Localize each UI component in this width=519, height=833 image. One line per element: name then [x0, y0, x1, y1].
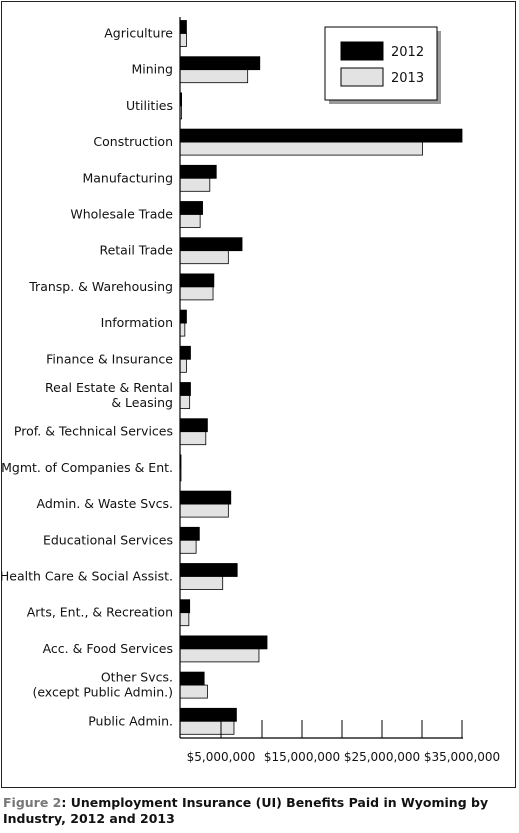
- bar-2013-17: [179, 648, 260, 663]
- bar-2013-1: [179, 69, 249, 84]
- category-label-0: Agriculture: [104, 26, 173, 41]
- figure-caption: Figure 2: Unemployment Insurance (UI) Be…: [3, 795, 513, 827]
- x-tick-label-0: $5,000,000: [187, 750, 256, 764]
- category-label-14: Educational Services: [43, 532, 173, 547]
- bar-2013-13: [179, 503, 229, 518]
- bar-2012-10: [179, 382, 191, 396]
- bar-2013-14: [179, 539, 197, 554]
- category-label-6: Retail Trade: [99, 243, 173, 258]
- bar-2012-4: [179, 164, 217, 179]
- bar-2012-9: [179, 345, 191, 360]
- category-label-8: Information: [101, 315, 173, 330]
- x-tick-label-1: $15,000,000: [264, 750, 340, 764]
- figure-frame: [1, 1, 516, 788]
- bar-2013-8: [179, 322, 186, 337]
- chart-svg: Agriculture Mining Utilities Construction Ma…: [0, 17, 500, 764]
- category-label-15: Health Care & Social Assist.: [0, 569, 173, 584]
- bar-2012-15: [179, 563, 238, 577]
- x-tick-label-3: $35,000,000: [424, 750, 500, 764]
- category-label-2: Utilities: [126, 98, 173, 113]
- bar-2012-0: [179, 20, 187, 34]
- x-tick-label-2: $25,000,000: [344, 750, 420, 764]
- bar-2012-3: [179, 128, 463, 143]
- legend-box: [324, 26, 438, 101]
- category-label-1: Mining: [131, 62, 173, 77]
- bar-2013-11: [179, 431, 207, 446]
- category-label-3: Construction: [93, 134, 173, 149]
- legend-swatch-2012: [340, 41, 384, 61]
- category-label-10: Real Estate & Rental & Leasing: [45, 380, 173, 410]
- bar-2013-15: [179, 576, 224, 590]
- category-label-11: Prof. & Technical Services: [14, 424, 173, 439]
- bar-2012-8: [179, 309, 187, 324]
- bar-2013-5: [179, 214, 201, 228]
- category-label-19: Public Admin.: [88, 713, 173, 728]
- x-axis-ticks: $5,000,000 $15,000,000 $25,000,000 $35,000,…: [187, 720, 500, 764]
- category-label-line: & Leasing: [111, 395, 173, 410]
- category-label-5: Wholesale Trade: [70, 207, 173, 222]
- category-label-9: Finance & Insurance: [46, 351, 173, 366]
- figure-label: Figure 2: [3, 795, 62, 810]
- legend-swatch-2013: [340, 67, 384, 87]
- bar-2013-10: [179, 395, 191, 409]
- bar-2012-14: [179, 526, 200, 541]
- bar-2013-3: [179, 141, 423, 156]
- category-label-7: Transp. & Warehousing: [28, 279, 173, 294]
- category-labels: Agriculture Mining Utilities Construction Ma…: [0, 26, 173, 729]
- bar-2013-4: [179, 177, 211, 192]
- caption-text: : Unemployment Insurance (UI) Benefits P…: [3, 795, 489, 826]
- bar-2012-18: [179, 671, 205, 686]
- bar-2012-1: [179, 56, 261, 71]
- category-label-12: Mgmt. of Companies & Ent.: [1, 460, 173, 475]
- legend-label-2012: 2012: [391, 45, 424, 60]
- legend: 2012 2013: [324, 26, 441, 104]
- legend-label-2013: 2013: [391, 71, 424, 86]
- bar-2012-13: [179, 490, 232, 505]
- category-label-line: (except Public Admin.): [32, 685, 173, 700]
- bar-2012-19: [179, 707, 237, 722]
- bar-2012-6: [179, 237, 243, 252]
- bar-2013-19: [179, 720, 235, 735]
- bar-2013-7: [179, 286, 214, 301]
- bar-2012-11: [179, 418, 208, 433]
- category-label-line: Real Estate & Rental: [45, 380, 173, 395]
- bar-2012-5: [179, 201, 203, 215]
- category-label-4: Manufacturing: [82, 170, 173, 185]
- bar-2013-9: [179, 358, 187, 373]
- bar-2012-17: [179, 635, 268, 650]
- bars-layer: [179, 20, 463, 735]
- category-label-17: Acc. & Food Services: [43, 641, 173, 656]
- bar-2013-6: [179, 250, 229, 265]
- category-label-18: Other Svcs. (except Public Admin.): [32, 670, 173, 700]
- bar-2013-16: [179, 612, 190, 627]
- bar-2013-0: [179, 33, 187, 47]
- category-label-16: Arts, Ent., & Recreation: [27, 605, 173, 620]
- category-label-line: Other Svcs.: [101, 670, 173, 685]
- bar-2012-16: [179, 599, 191, 614]
- bar-2012-7: [179, 273, 215, 288]
- bar-2013-18: [179, 684, 208, 699]
- category-label-13: Admin. & Waste Svcs.: [37, 496, 174, 511]
